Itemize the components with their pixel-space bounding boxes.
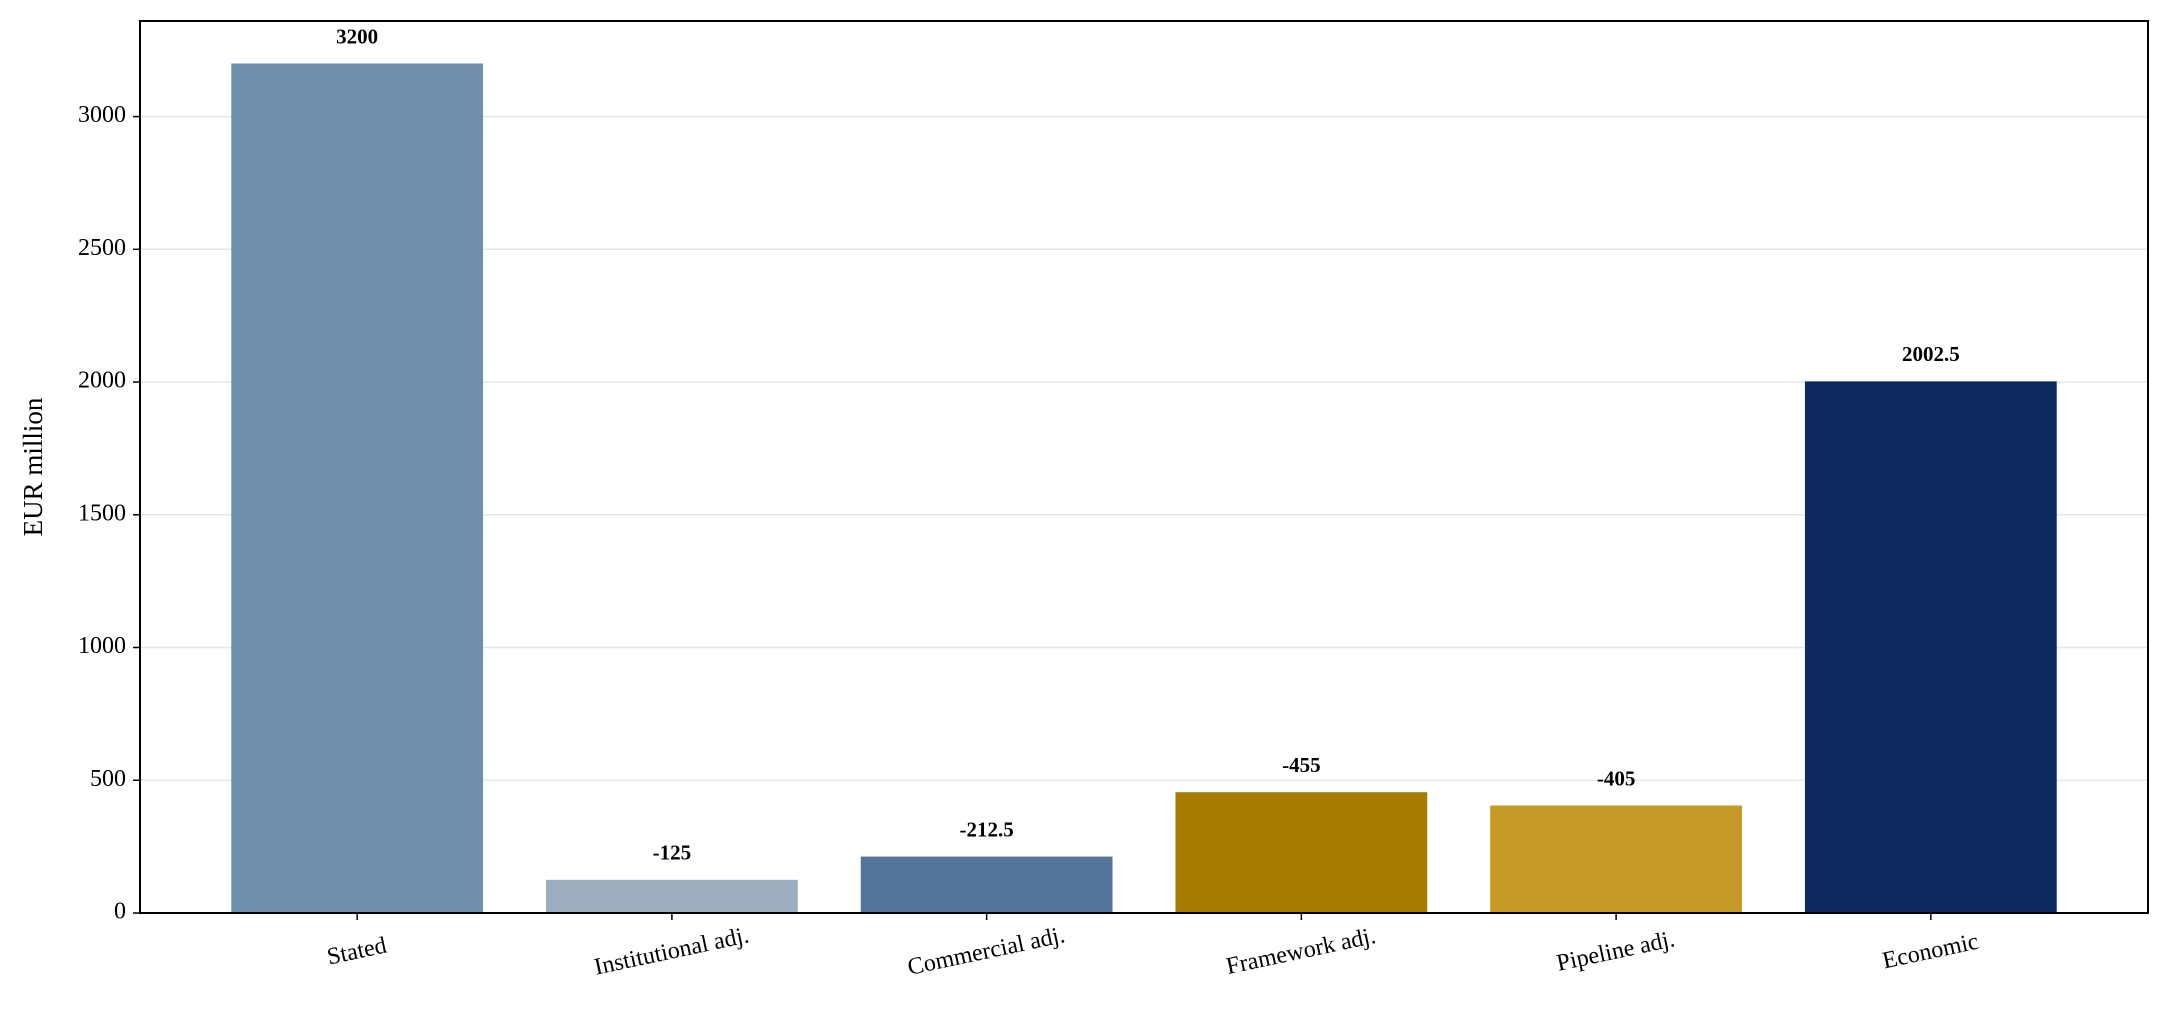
x-tick-label: Framework adj. bbox=[1224, 923, 1378, 980]
y-tick-label: 1500 bbox=[78, 500, 126, 526]
bar bbox=[860, 856, 1113, 913]
y-axis-label: EUR million bbox=[18, 397, 48, 536]
bar bbox=[1490, 805, 1742, 913]
y-tick-label: 3000 bbox=[78, 102, 126, 128]
x-tick-label: Commercial adj. bbox=[905, 922, 1067, 981]
value-label: -405 bbox=[1597, 766, 1636, 790]
value-label: -125 bbox=[653, 841, 692, 865]
x-tick-label: Pipeline adj. bbox=[1554, 926, 1677, 976]
x-tick-label: Institutional adj. bbox=[592, 922, 751, 980]
y-tick-label: 0 bbox=[114, 899, 126, 925]
y-tick-label: 2500 bbox=[78, 235, 126, 261]
x-tick-label: Economic bbox=[1880, 929, 1981, 975]
value-label: 2002.5 bbox=[1902, 342, 1960, 366]
bar bbox=[1804, 381, 2057, 914]
bar bbox=[1175, 792, 1428, 913]
x-tick-label: Stated bbox=[325, 933, 389, 971]
plot-frame bbox=[139, 20, 2149, 914]
bar bbox=[546, 879, 798, 913]
y-tick-label: 2000 bbox=[78, 368, 126, 394]
bar bbox=[231, 63, 484, 913]
value-label: -455 bbox=[1282, 753, 1321, 777]
y-tick-label: 500 bbox=[90, 766, 126, 792]
y-tick-label: 1000 bbox=[78, 633, 126, 659]
value-label: 3200 bbox=[336, 24, 378, 48]
value-label: -212.5 bbox=[960, 817, 1014, 841]
